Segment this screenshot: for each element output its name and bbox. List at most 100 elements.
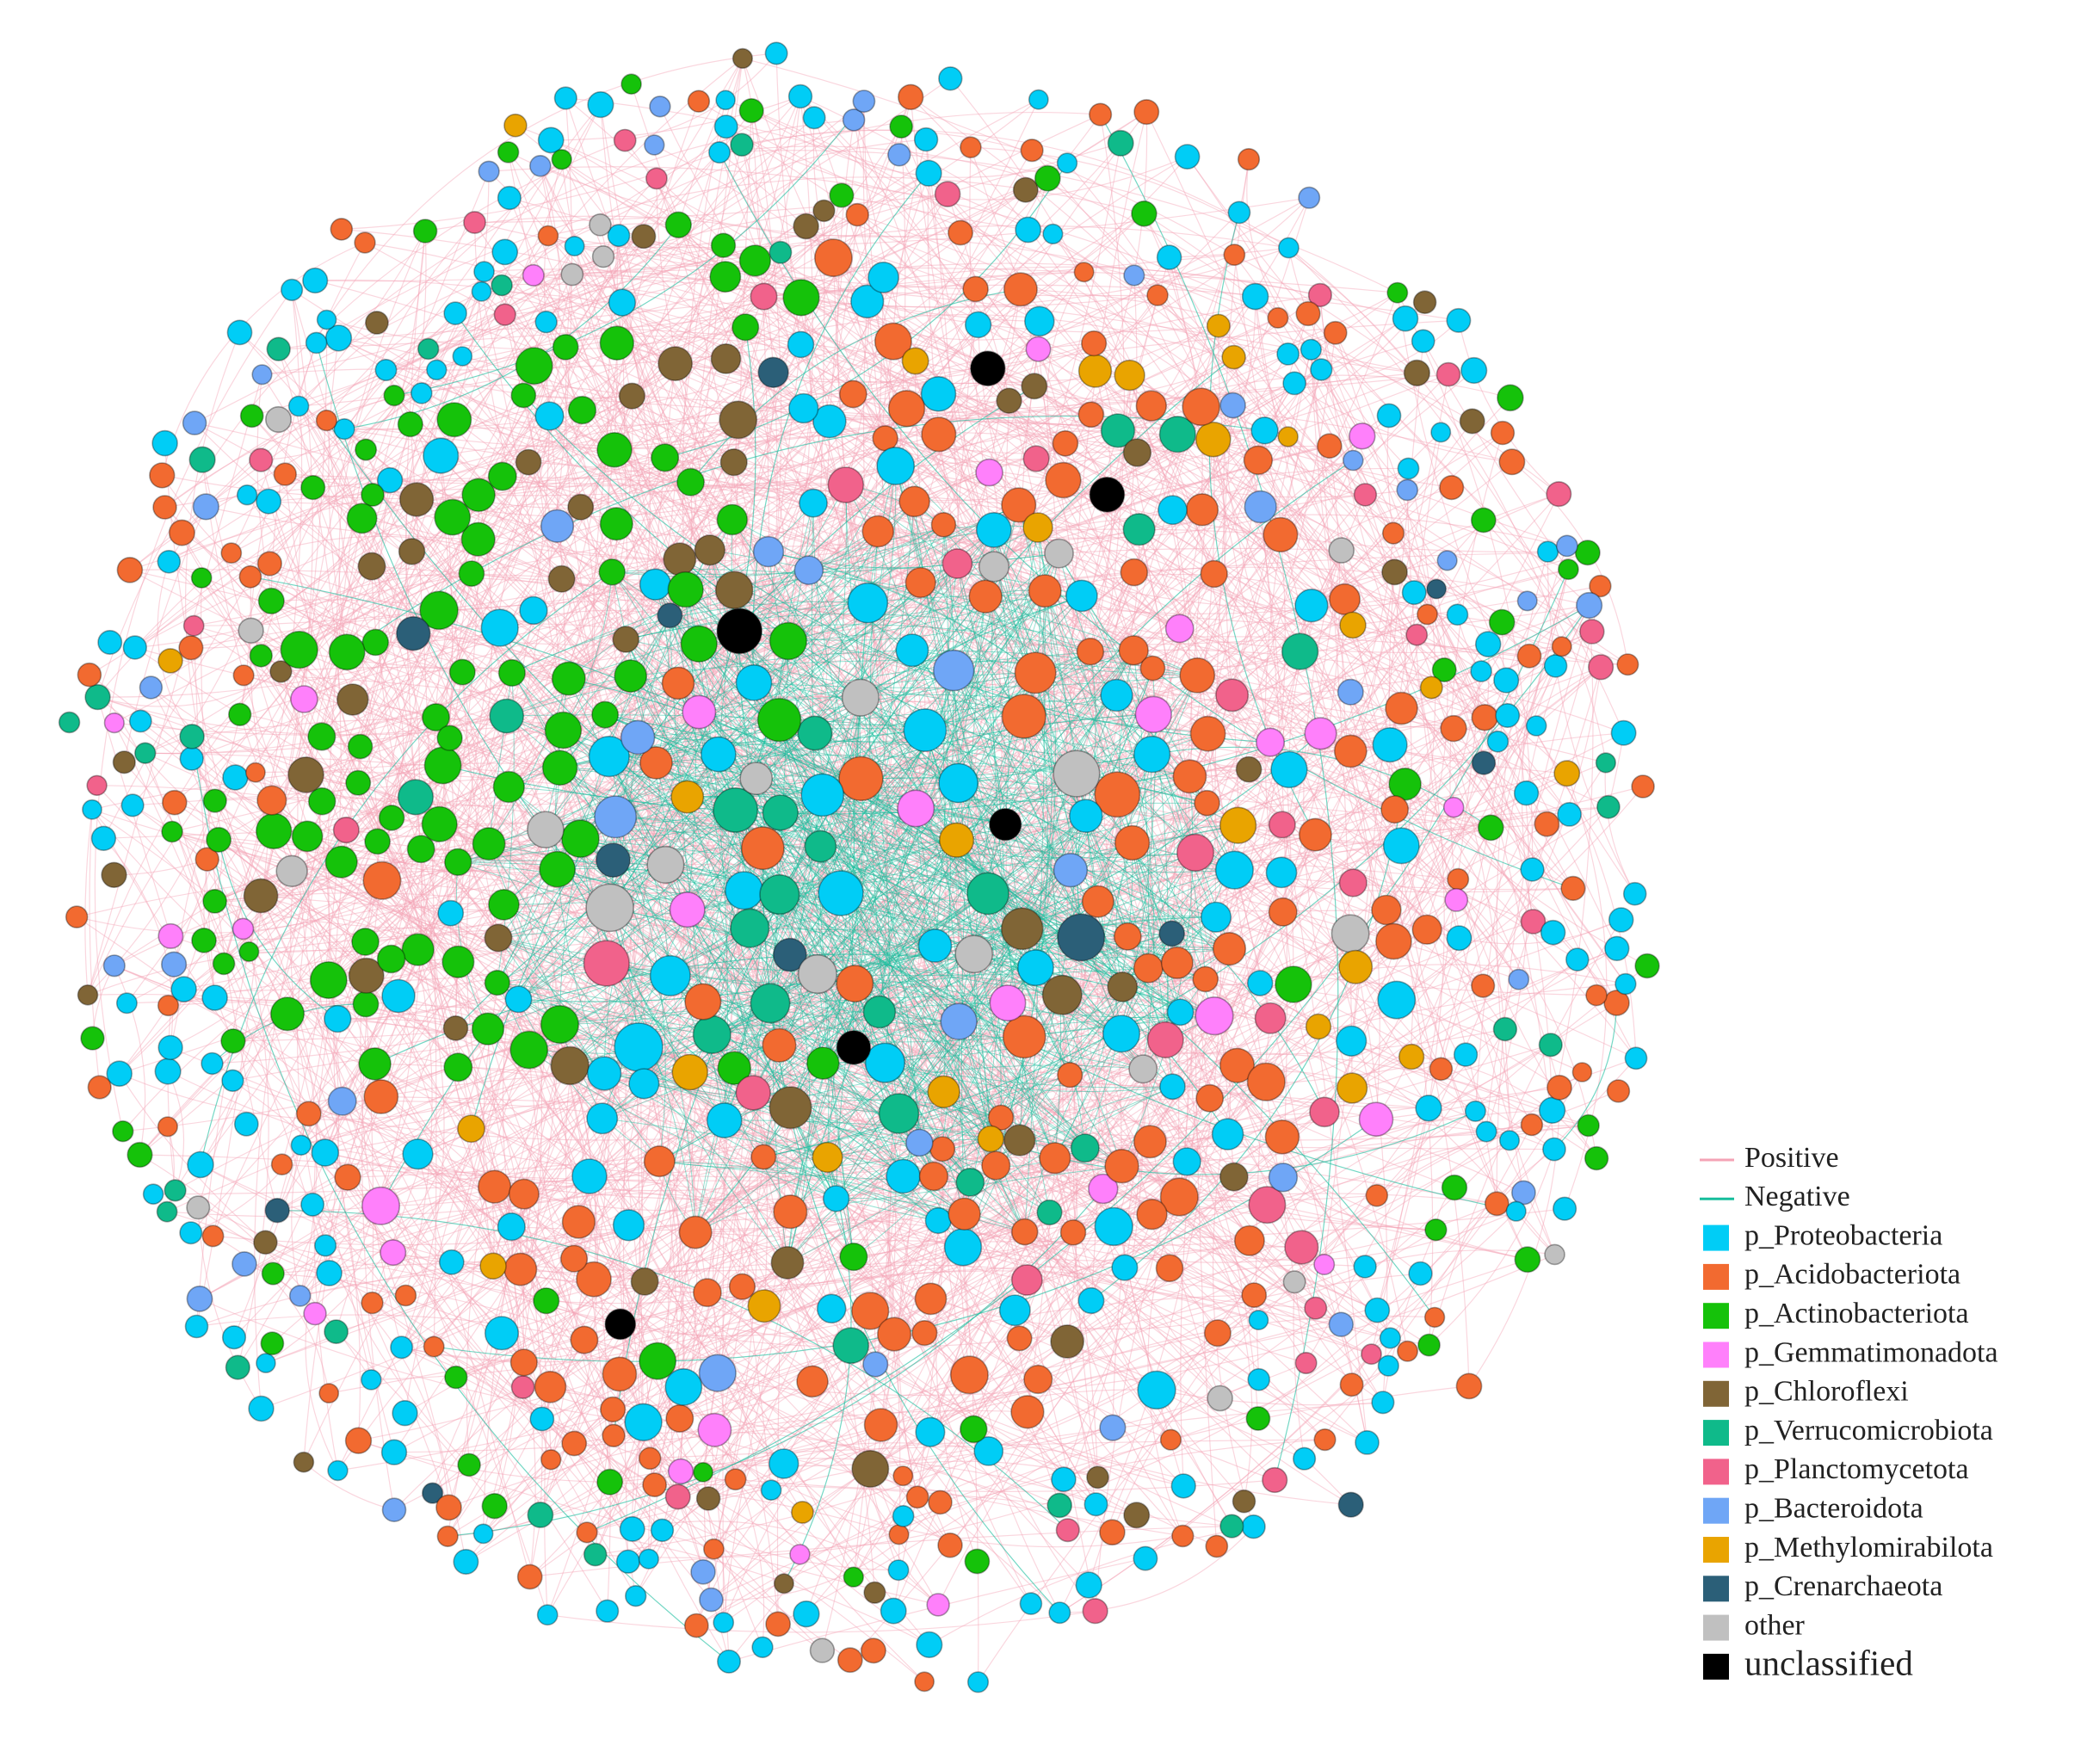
positive-edge [411, 503, 581, 552]
node [782, 279, 820, 317]
positive-edge [324, 1152, 939, 1606]
node [1275, 965, 1312, 1003]
node [84, 683, 111, 711]
positive-edge [174, 802, 489, 1030]
positive-edge [968, 1069, 1144, 1376]
positive-edge [613, 729, 926, 861]
node [316, 1260, 343, 1286]
node [232, 664, 255, 687]
node [886, 1158, 921, 1194]
positive-edge [218, 839, 855, 984]
positive-edge [719, 145, 1279, 318]
node [1536, 540, 1559, 563]
negative-edge [690, 288, 1021, 483]
node [724, 871, 764, 910]
positive-edge [466, 1360, 658, 1563]
node [1371, 894, 1402, 926]
positive-edge [920, 582, 1510, 1141]
node [650, 443, 680, 472]
node [157, 648, 183, 674]
positive-edge [328, 979, 1589, 1141]
node [1227, 200, 1251, 225]
node [434, 498, 472, 536]
node [607, 224, 631, 248]
negative-edge [557, 868, 1206, 980]
node [281, 278, 304, 302]
positive-edge [488, 843, 611, 1483]
node [599, 507, 633, 541]
node [667, 571, 704, 608]
negative-edge [924, 730, 1021, 1141]
node [164, 1179, 187, 1202]
positive-edge [139, 674, 1198, 1156]
node [364, 828, 392, 855]
node [1298, 186, 1321, 209]
positive-edge [869, 733, 1209, 1470]
positive-edge [391, 817, 611, 1483]
node [453, 1549, 479, 1576]
positive-edge [484, 268, 1138, 453]
node [1028, 574, 1062, 608]
node [1471, 704, 1498, 731]
node [547, 564, 576, 593]
node [1560, 875, 1586, 902]
node [184, 1314, 209, 1339]
positive-edge [365, 1003, 374, 1304]
node [796, 1365, 829, 1398]
node [664, 1368, 703, 1406]
positive-edge [167, 665, 1557, 1218]
node [671, 1053, 709, 1091]
node [960, 1415, 988, 1444]
node [918, 1161, 949, 1192]
positive-edge [174, 802, 524, 1388]
node [504, 985, 533, 1014]
node [1122, 513, 1156, 546]
positive-edge [329, 1273, 450, 1508]
positive-edge [915, 808, 1099, 1477]
node [1160, 946, 1194, 979]
positive-edge [1375, 1058, 1637, 1120]
node [168, 519, 195, 546]
positive-edge [1474, 569, 1569, 1112]
node [103, 712, 125, 734]
node [1624, 1046, 1648, 1070]
legend-label: Positive [1744, 1142, 1839, 1174]
node [106, 1060, 133, 1087]
positive-edge [750, 110, 917, 809]
positive-edge [614, 449, 1250, 1242]
negative-edge [497, 982, 828, 1158]
negative-edge [779, 719, 830, 1158]
node [519, 595, 548, 626]
node [591, 245, 615, 268]
node [818, 870, 864, 916]
positive-edge [1400, 845, 1597, 1159]
positive-edge [145, 236, 645, 754]
node [1294, 1352, 1318, 1375]
node [770, 1245, 805, 1280]
node [156, 1200, 178, 1223]
negative-edge [614, 816, 1098, 903]
positive-edge [1304, 1124, 1533, 1459]
negative-edge [638, 846, 821, 1048]
node [576, 1261, 612, 1298]
positive-edge [609, 907, 765, 1306]
negative-edge [568, 678, 744, 891]
positive-edge [435, 717, 1597, 996]
positive-edge [1150, 383, 1295, 1040]
positive-edge [1564, 773, 1608, 1209]
node [615, 1549, 641, 1574]
positive-edge [432, 452, 1138, 1494]
positive-edge [336, 848, 422, 1020]
node [529, 1406, 555, 1432]
positive-edge [174, 231, 427, 804]
node [508, 1178, 540, 1210]
positive-edge [958, 212, 1240, 784]
node [1247, 1367, 1270, 1391]
positive-edge [973, 953, 1455, 1188]
positive-edge [970, 146, 1417, 373]
node [1382, 827, 1420, 865]
positive-edge [194, 224, 601, 424]
positive-edge [836, 1198, 1028, 1281]
positive-edge [869, 1468, 939, 1606]
node [975, 512, 1012, 548]
